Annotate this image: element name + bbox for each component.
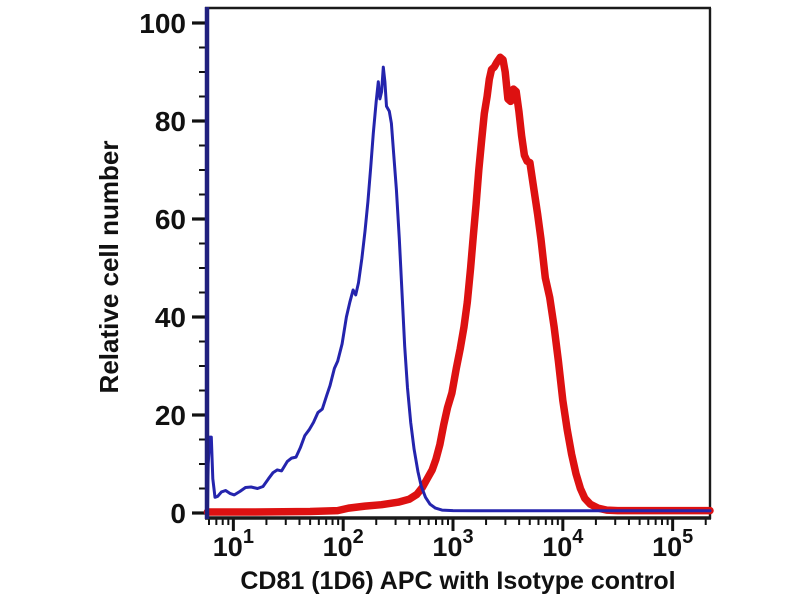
y-tick-label: 0 [170, 498, 186, 529]
y-tick-label: 40 [155, 302, 186, 333]
x-tick-label: 103 [432, 526, 473, 562]
y-tick-label: 20 [155, 400, 186, 431]
x-axis-title: CD81 (1D6) APC with Isotype control [240, 567, 675, 595]
y-tick-label: 80 [155, 106, 186, 137]
y-tick-label: 60 [155, 204, 186, 235]
x-tick-label: 105 [652, 526, 693, 562]
x-tick-label: 102 [323, 526, 364, 562]
x-tick-label: 104 [542, 526, 584, 562]
isotype-control-curve [205, 65, 712, 515]
y-tick-label: 100 [139, 8, 186, 39]
y-axis-title: Relative cell number [94, 141, 124, 394]
cd81-apc-curve [203, 53, 714, 516]
x-tick-label: 101 [213, 526, 254, 562]
